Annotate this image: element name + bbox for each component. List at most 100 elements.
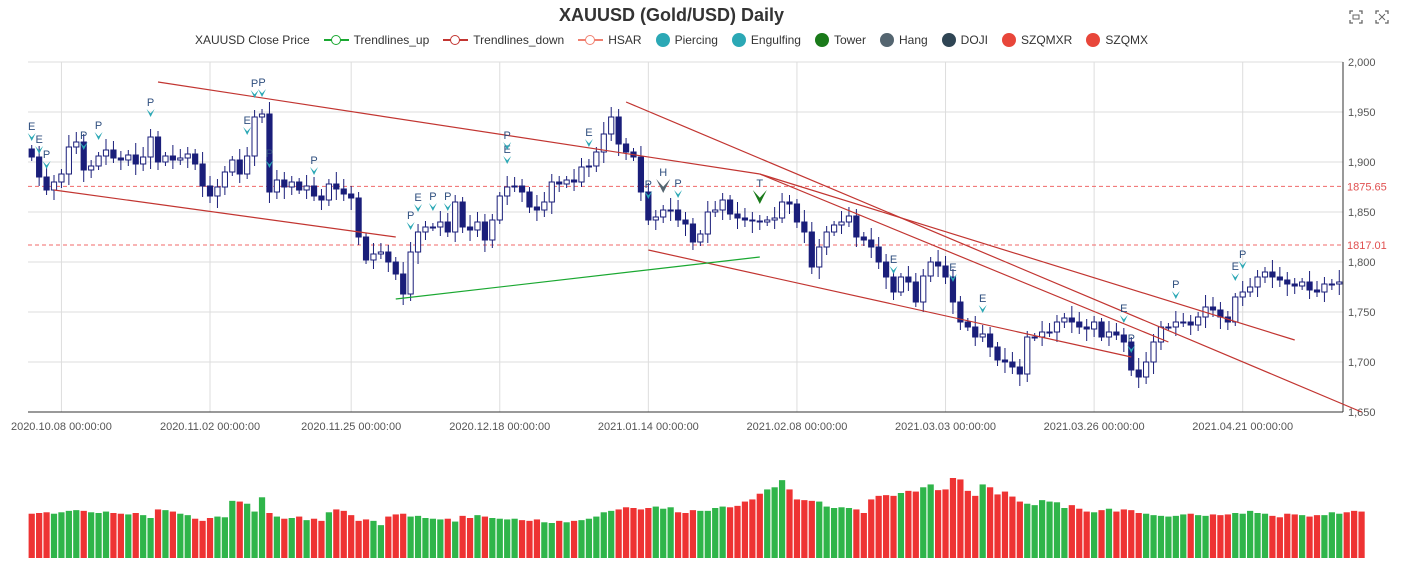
volume-bar	[1351, 510, 1358, 558]
legend-item-hsar[interactable]: HSAR	[578, 33, 642, 47]
candle-body	[1172, 321, 1179, 328]
volume-bar	[667, 507, 674, 558]
volume-bar	[652, 506, 659, 558]
candle-body	[949, 276, 957, 303]
marker-label: E	[243, 115, 250, 127]
candle-body	[934, 261, 942, 267]
legend-item-doji[interactable]: DOJI	[941, 33, 988, 47]
candle-body	[184, 153, 191, 159]
volume-bar	[489, 518, 496, 558]
volume-bar	[823, 506, 830, 558]
trendline-down	[157, 81, 760, 175]
legend-item-hang[interactable]: Hang	[879, 33, 928, 47]
candle-body	[808, 231, 815, 268]
candle-body	[652, 216, 659, 221]
candle-body	[1180, 321, 1187, 324]
y-tick-label: 1,950	[1348, 107, 1376, 119]
volume-bar	[58, 512, 65, 558]
volume-bar	[1128, 510, 1135, 558]
candle-body	[972, 326, 979, 338]
volume-bar	[979, 484, 986, 558]
volume-bar	[1291, 514, 1298, 558]
volume-bar	[934, 490, 942, 558]
volume-bar	[630, 508, 637, 558]
volume-bar	[860, 513, 867, 558]
volume-bar	[526, 520, 533, 558]
marker-label: E	[949, 262, 956, 274]
candle-body	[682, 219, 689, 225]
candle-body	[1091, 321, 1098, 330]
volume-bar	[340, 510, 347, 558]
candle-body	[504, 186, 511, 197]
candle-body	[957, 301, 964, 323]
volume-bar	[570, 520, 578, 558]
volume-bar	[1001, 491, 1009, 558]
zoom-select-icon[interactable]	[1349, 10, 1363, 24]
candle-body	[385, 251, 392, 263]
candle-body	[697, 233, 704, 243]
candle-body	[1269, 271, 1276, 278]
volume-bar	[1321, 515, 1328, 558]
candle-body	[1046, 331, 1053, 334]
volume-bar	[1261, 513, 1269, 558]
candle-body	[95, 155, 102, 167]
volume-bar	[459, 515, 466, 558]
marker-pierce-icon	[406, 222, 415, 230]
marker-pierce-icon	[1171, 291, 1180, 299]
volume-bar	[689, 510, 697, 558]
zoom-reset-icon[interactable]	[1375, 10, 1389, 24]
volume-bar	[281, 518, 288, 558]
candle-body	[117, 157, 124, 161]
legend-item-tower[interactable]: Tower	[814, 33, 866, 47]
candle-body	[50, 181, 58, 191]
legend-item-trendlines-up[interactable]: Trendlines_up	[323, 33, 429, 47]
volume-bar	[674, 512, 682, 558]
candle-body	[58, 173, 65, 183]
candle-body	[1076, 321, 1083, 328]
marker-pierce-icon	[310, 167, 319, 175]
volume-bar	[942, 489, 949, 558]
volume-bar	[853, 509, 860, 558]
candle-body	[244, 155, 251, 175]
legend-dot-swatch	[1002, 33, 1017, 47]
candle-body	[429, 226, 437, 229]
candle-body	[1306, 281, 1313, 291]
marker-label: P	[407, 210, 414, 222]
volume-bar	[957, 479, 964, 558]
marker-label: P	[429, 191, 436, 203]
volume-bar	[905, 490, 912, 558]
candle-body	[392, 261, 399, 275]
candle-body	[890, 276, 897, 293]
volume-bar	[496, 518, 503, 558]
legend-item-szqmxr[interactable]: SZQMXR	[1002, 33, 1072, 47]
volume-bar	[1254, 513, 1261, 558]
volume-bar	[726, 507, 734, 558]
legend-label: XAUUSD Close Price	[194, 33, 310, 47]
volume-bar	[771, 487, 778, 558]
volume-bar	[266, 513, 273, 558]
volume-bar	[117, 513, 124, 558]
volume-bar	[1358, 511, 1365, 558]
candle-body	[1083, 326, 1090, 330]
volume-bar	[734, 505, 741, 558]
legend-item-engulfing[interactable]: Engulfing	[731, 33, 801, 47]
legend-item-szqmx[interactable]: SZQMX	[1086, 33, 1148, 47]
legend-item-xauusd-close-price[interactable]: XAUUSD Close Price	[195, 33, 310, 47]
volume-bar	[333, 509, 340, 558]
volume-bar	[882, 495, 890, 558]
volume-bar	[1150, 515, 1157, 558]
marker-label: E	[585, 127, 592, 139]
legend-item-piercing[interactable]: Piercing	[655, 33, 718, 47]
legend-item-trendlines-down[interactable]: Trendlines_down	[443, 33, 564, 47]
volume-bar	[1031, 505, 1038, 558]
candle-body	[273, 179, 280, 193]
marker-label: E	[979, 293, 986, 305]
volume-bar	[481, 516, 489, 558]
volume-bar	[169, 511, 176, 558]
y-tick-label: 1,650	[1348, 407, 1376, 419]
x-tick-label: 2020.11.02 00:00:00	[160, 421, 260, 433]
candle-body	[28, 148, 35, 158]
marker-engulf-icon	[1119, 315, 1128, 323]
volume-bar	[1068, 505, 1075, 558]
